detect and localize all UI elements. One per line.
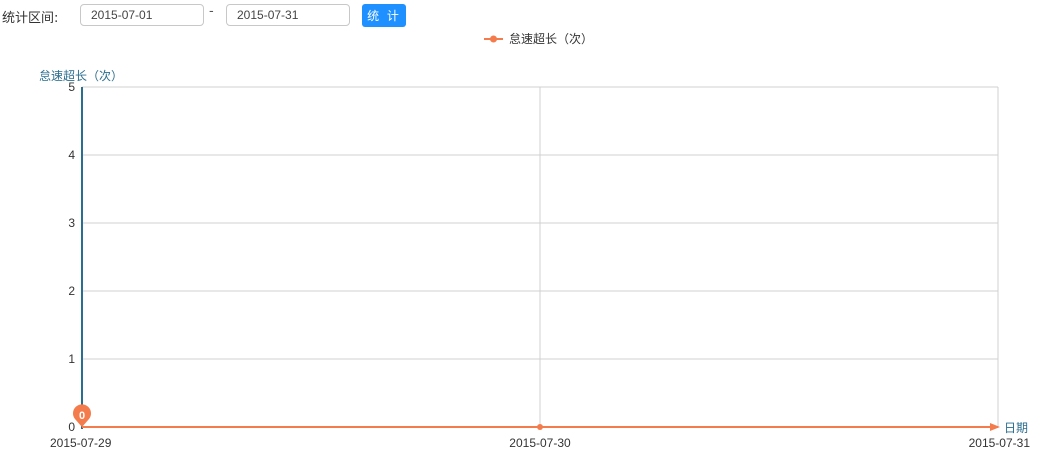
y-tick-label: 2 xyxy=(68,284,75,298)
y-tick-label: 1 xyxy=(68,352,75,366)
y-tick-label: 5 xyxy=(68,80,75,94)
date-range-label: 统计区间: xyxy=(2,11,59,26)
legend-entry: 怠速超长（次） xyxy=(509,31,593,46)
data-point-marker[interactable] xyxy=(990,423,1000,431)
y-tick-label: 4 xyxy=(68,148,75,162)
statistics-button[interactable]: 统 计 xyxy=(362,4,406,27)
max-pin-marker[interactable] xyxy=(72,404,91,427)
x-tick-label: 2015-07-31 xyxy=(969,436,1031,450)
end-date-input[interactable] xyxy=(226,4,350,26)
y-tick-label: 0 xyxy=(68,420,75,434)
y-tick-label: 3 xyxy=(68,216,75,230)
data-point-marker[interactable] xyxy=(537,424,543,430)
legend-dot-icon xyxy=(490,35,497,43)
max-pin-label: 0 xyxy=(79,410,85,422)
start-date-input[interactable] xyxy=(80,4,204,26)
y-axis-title: 怠速超长（次） xyxy=(39,68,123,83)
x-tick-label: 2015-07-29 xyxy=(50,436,112,450)
legend[interactable]: 怠速超长（次） xyxy=(484,31,593,46)
x-axis-title: 日期 xyxy=(1004,421,1028,435)
x-tick-label: 2015-07-30 xyxy=(509,436,571,450)
range-separator: - xyxy=(209,4,214,19)
